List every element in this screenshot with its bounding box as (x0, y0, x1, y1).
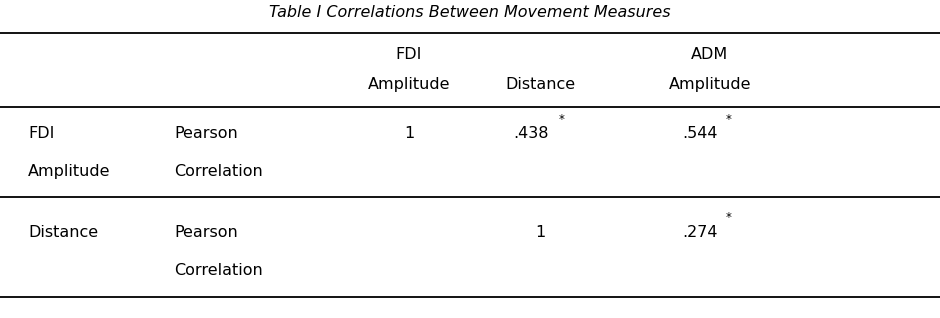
Text: Correlation: Correlation (174, 164, 262, 179)
Text: Table I Correlations Between Movement Measures: Table I Correlations Between Movement Me… (269, 5, 671, 20)
Text: 1: 1 (404, 126, 414, 141)
Text: *: * (726, 113, 731, 126)
Text: Distance: Distance (28, 225, 99, 240)
Text: .544: .544 (682, 126, 718, 141)
Text: FDI: FDI (28, 126, 55, 141)
Text: Pearson: Pearson (174, 225, 238, 240)
Text: .274: .274 (682, 225, 718, 240)
Text: ADM: ADM (691, 46, 728, 62)
Text: *: * (558, 113, 564, 126)
Text: Amplitude: Amplitude (368, 77, 450, 92)
Text: *: * (726, 211, 731, 224)
Text: Pearson: Pearson (174, 126, 238, 141)
Text: Distance: Distance (506, 77, 575, 92)
Text: 1: 1 (536, 225, 545, 240)
Text: Amplitude: Amplitude (668, 77, 751, 92)
Text: Correlation: Correlation (174, 263, 262, 278)
Text: .438: .438 (513, 126, 549, 141)
Text: Amplitude: Amplitude (28, 164, 111, 179)
Text: FDI: FDI (396, 46, 422, 62)
